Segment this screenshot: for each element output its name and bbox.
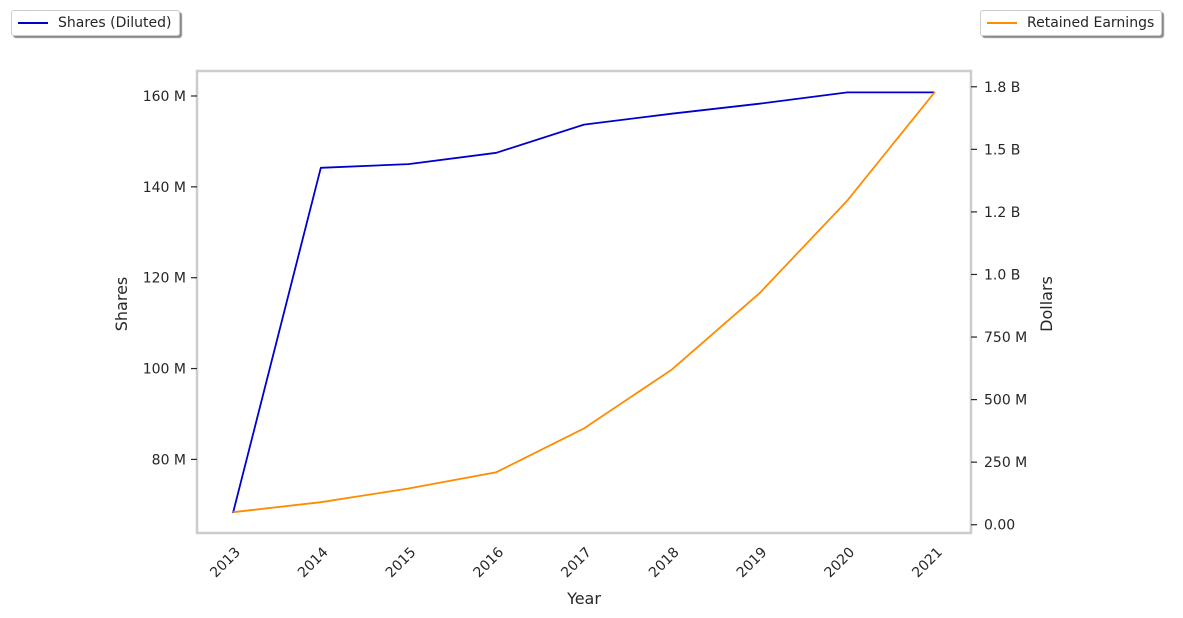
- right-tick-label: 0.00: [984, 518, 1015, 534]
- x-axis-label: Year: [566, 589, 601, 608]
- legend-label-shares: Shares (Diluted): [58, 15, 172, 31]
- x-tick-label: 2017: [558, 545, 595, 582]
- left-axis: 80 M 100 M 120 M 140 M 160 M: [143, 89, 197, 468]
- legend-swatch-shares: [18, 22, 48, 24]
- left-tick-label: 160 M: [143, 89, 186, 105]
- legend-left: Shares (Diluted): [11, 10, 180, 36]
- x-tick-label: 2015: [383, 545, 420, 582]
- x-axis: 2013 2014 2015 2016 2017 2018 2019 2020 2021: [207, 544, 946, 581]
- right-tick-label: 250 M: [984, 455, 1027, 471]
- series-line-retained-earnings: [232, 91, 936, 514]
- right-axis: 0.00 250 M 500 M 750 M 1.0 B 1.2 B 1.5 B 1.8 B: [971, 80, 1027, 534]
- left-tick-label: 100 M: [143, 362, 186, 378]
- x-tick-label: 2021: [909, 545, 946, 582]
- right-tick-label: 1.0 B: [984, 267, 1020, 283]
- plot-area: [195, 69, 973, 535]
- x-tick-label: 2020: [822, 545, 859, 582]
- right-tick-label: 500 M: [984, 393, 1027, 409]
- x-tick-label: 2014: [295, 544, 332, 581]
- series-line-shares-diluted: [232, 91, 935, 514]
- x-tick-label: 2019: [734, 545, 771, 582]
- left-axis-label: Shares: [112, 277, 131, 332]
- left-tick-label: 120 M: [143, 271, 186, 287]
- right-tick-label: 1.2 B: [984, 205, 1020, 221]
- x-tick-label: 2013: [207, 545, 244, 582]
- right-axis-label: Dollars: [1037, 276, 1056, 332]
- legend-label-retained-earnings: Retained Earnings: [1027, 15, 1155, 31]
- right-tick-label: 1.8 B: [984, 80, 1020, 96]
- left-tick-label: 80 M: [152, 452, 186, 468]
- legend-swatch-retained-earnings: [987, 22, 1017, 24]
- legend-right: Retained Earnings: [980, 10, 1163, 36]
- right-tick-label: 1.5 B: [984, 142, 1020, 158]
- x-tick-label: 2018: [646, 545, 683, 582]
- left-tick-label: 140 M: [143, 180, 186, 196]
- series-layer: [232, 91, 936, 514]
- x-tick-label: 2016: [471, 544, 508, 581]
- right-tick-label: 750 M: [984, 330, 1027, 346]
